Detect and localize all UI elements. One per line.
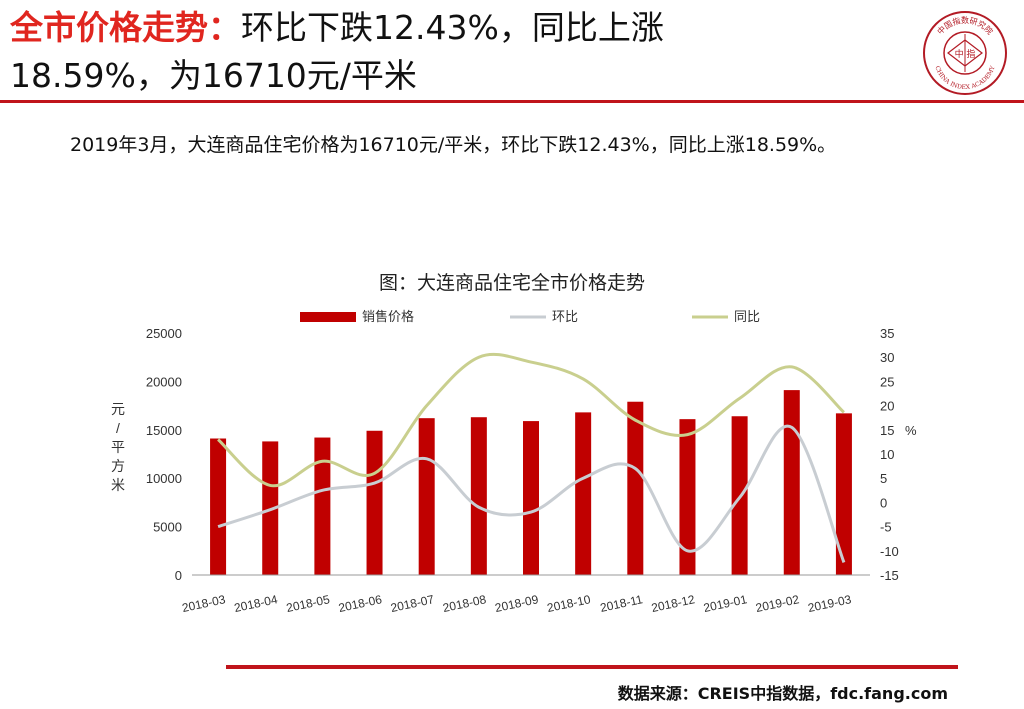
bar-sales-price <box>314 437 331 575</box>
x-tick-label: 2019-01 <box>702 592 748 615</box>
y2-tick-label: -10 <box>880 544 899 559</box>
bar-sales-price <box>575 412 592 575</box>
x-tick-label: 2018-12 <box>650 592 696 615</box>
y-tick-label: 15000 <box>146 423 182 438</box>
summary-text: 2019年3月，大连商品住宅价格为16710元/平米，环比下跌12.43%，同比… <box>70 134 837 156</box>
page-title-highlight: 全市价格走势： <box>10 8 241 47</box>
china-index-academy-logo: 中 指 中国指数研究院 CHINA INDEX ACADEMY <box>923 11 1007 95</box>
legend-swatch-sales-price <box>300 312 356 322</box>
bar-sales-price <box>835 413 852 575</box>
page-title-line2: 18.59%，为16710元/平米 <box>10 56 417 95</box>
x-tick-label: 2018-10 <box>546 592 592 615</box>
x-tick-label: 2018-11 <box>599 592 644 615</box>
legend-label-sales-price: 销售价格 <box>362 309 414 324</box>
y2-tick-label: -5 <box>880 520 892 535</box>
x-tick-label: 2019-03 <box>807 592 853 615</box>
x-tick-label: 2018-04 <box>233 592 279 615</box>
y2-tick-label: -15 <box>880 568 899 583</box>
line-mom <box>217 424 846 563</box>
y2-axis-label: % <box>905 423 917 438</box>
bar-sales-price <box>783 390 800 575</box>
price-trend-chart: 销售价格 环比 同比 0 5000 10000 15000 20000 25000 -15 -10 -… <box>111 309 917 615</box>
x-tick-label: 2019-02 <box>754 592 800 615</box>
y-axis-label-char: 元 <box>111 401 125 417</box>
x-tick-label: 2018-09 <box>494 592 540 615</box>
y-tick-label: 10000 <box>146 471 182 486</box>
y2-tick-label: 5 <box>880 471 887 486</box>
y-axis-label-char: 平 <box>111 439 125 455</box>
page-title: 全市价格走势：环比下跌12.43%，同比上涨 18.59%，为16710元/平米 <box>10 4 910 100</box>
y-axis-label-char: 米 <box>111 477 125 493</box>
y2-tick-label: 35 <box>880 326 894 341</box>
bar-sales-price <box>627 401 644 575</box>
bar-sales-price <box>366 430 383 575</box>
legend-label-yoy: 同比 <box>734 309 760 324</box>
y2-tick-label: 25 <box>880 374 894 389</box>
legend-label-mom: 环比 <box>552 309 578 324</box>
y2-tick-label: 10 <box>880 447 894 462</box>
x-tick-label: 2018-03 <box>181 592 227 615</box>
bar-sales-price <box>470 417 487 575</box>
y-axis-label-char: / <box>116 420 120 436</box>
bar-sales-price <box>210 438 227 575</box>
y2-tick-label: 20 <box>880 399 894 414</box>
chart-title: 图：大连商品住宅全市价格走势 <box>378 272 645 294</box>
page-title-line1: 环比下跌12.43%，同比上涨 <box>241 8 664 47</box>
y2-tick-label: 15 <box>880 423 894 438</box>
y-axis-label-char: 方 <box>111 458 125 474</box>
data-source: 数据来源：CREIS中指数据，fdc.fang.com <box>617 684 948 703</box>
y-tick-label: 0 <box>175 568 182 583</box>
x-tick-label: 2018-07 <box>389 592 435 615</box>
line-yoy <box>217 352 845 488</box>
x-tick-label: 2018-08 <box>441 592 487 615</box>
bar-sales-price <box>418 418 435 575</box>
y2-tick-label: 0 <box>880 495 887 510</box>
y-tick-label: 25000 <box>146 326 182 341</box>
logo-center-text: 中 指 <box>955 48 976 60</box>
bar-sales-price <box>679 419 696 575</box>
title-divider <box>0 100 1024 103</box>
footer-divider <box>226 665 958 669</box>
y-tick-label: 5000 <box>153 520 182 535</box>
x-tick-label: 2018-06 <box>337 592 383 615</box>
bar-sales-price <box>523 421 539 575</box>
x-tick-label: 2018-05 <box>285 592 331 615</box>
y2-tick-label: 30 <box>880 350 894 365</box>
y-tick-label: 20000 <box>146 374 182 389</box>
